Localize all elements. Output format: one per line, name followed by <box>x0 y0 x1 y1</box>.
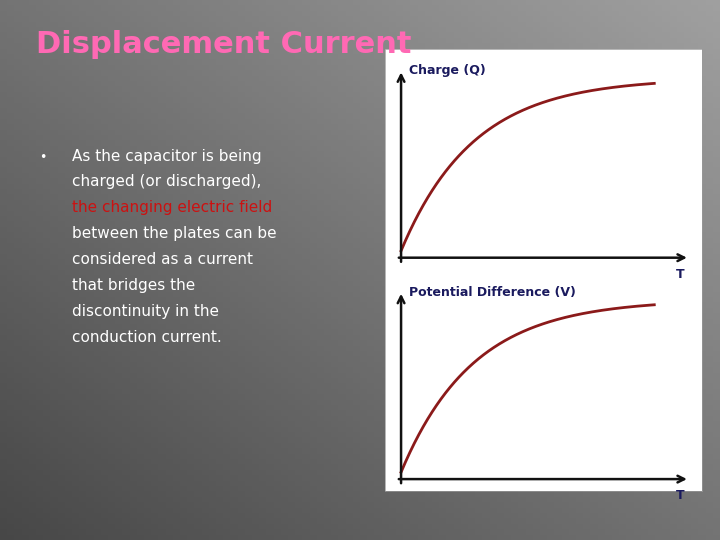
Text: the changing electric field: the changing electric field <box>72 200 272 215</box>
Text: Potential Difference (V): Potential Difference (V) <box>409 286 575 299</box>
Text: conduction current.: conduction current. <box>72 330 222 345</box>
Text: As the capacitor is being: As the capacitor is being <box>72 148 261 164</box>
Text: Displacement Current: Displacement Current <box>36 30 412 59</box>
Text: Charge (Q): Charge (Q) <box>409 64 485 77</box>
Text: T: T <box>676 268 685 281</box>
Text: T: T <box>676 489 685 502</box>
Text: that bridges the: that bridges the <box>72 278 195 293</box>
Text: discontinuity in the: discontinuity in the <box>72 304 219 319</box>
Text: charged (or discharged),: charged (or discharged), <box>72 174 261 190</box>
Text: between the plates can be: between the plates can be <box>72 226 276 241</box>
Text: considered as a current: considered as a current <box>72 252 253 267</box>
Text: •: • <box>40 151 47 164</box>
